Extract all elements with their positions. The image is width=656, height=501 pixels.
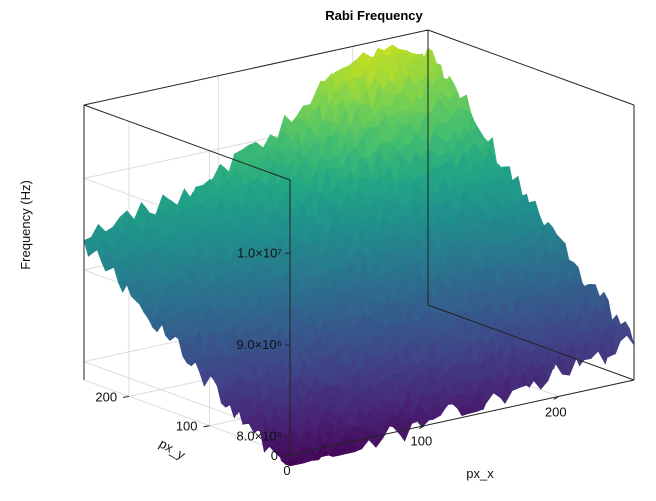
frame-edge [427, 29, 635, 106]
x-tick-mark [553, 395, 560, 400]
y-tick-label: 0 [271, 448, 278, 463]
grid-line-x [83, 379, 291, 456]
x-tick-label: 200 [545, 404, 567, 419]
x-tick-label: 0 [283, 463, 290, 478]
frame-edge [83, 29, 429, 106]
y-tick-label: 100 [176, 419, 198, 434]
x-tick-label: 100 [411, 434, 433, 449]
z-tick-label: 8.0×10⁶ [237, 429, 282, 444]
z-tick-label: 9.0×10⁶ [237, 337, 282, 352]
chart-title: Rabi Frequency [325, 8, 423, 23]
y-tick-mark [203, 425, 210, 428]
frame-edge [83, 104, 291, 181]
frame-edge [289, 379, 635, 456]
frame-edge [427, 304, 635, 381]
x-axis-label: px_x [466, 466, 494, 481]
y-axis-label: px_y [157, 436, 189, 463]
surface-cell [621, 328, 635, 346]
axis-frame [83, 29, 635, 456]
surface-mesh [83, 44, 635, 467]
z-axis-label: Frequency (Hz) [18, 180, 33, 270]
y-tick-label: 200 [95, 389, 117, 404]
z-tick-label: 1.0×10⁷ [237, 245, 282, 260]
tick-labels: 8.0×10⁶ 9.0×10⁶ 1.0×10⁷ 0 100 200 0 100 200 [95, 245, 566, 478]
y-tick-mark [122, 395, 130, 398]
x-tick-mark [419, 425, 425, 430]
y-tick-mark [283, 454, 291, 457]
